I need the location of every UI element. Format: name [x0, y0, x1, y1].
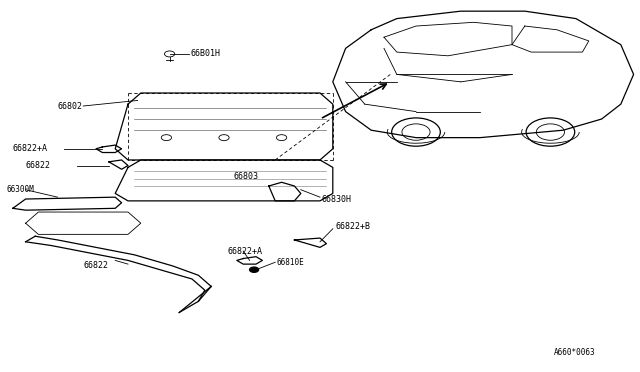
Text: 66830H: 66830H [321, 195, 351, 203]
Text: 66B01H: 66B01H [191, 49, 221, 58]
Text: 66802: 66802 [58, 102, 83, 110]
Text: 66822+B: 66822+B [336, 222, 371, 231]
Text: 66803: 66803 [234, 172, 259, 181]
Text: 66822+A: 66822+A [227, 247, 262, 256]
Text: 66822: 66822 [26, 161, 51, 170]
Text: 66822: 66822 [83, 262, 108, 270]
Text: 66822+A: 66822+A [13, 144, 48, 153]
Circle shape [250, 267, 259, 272]
Text: 66300M: 66300M [6, 185, 34, 194]
Text: A660*0063: A660*0063 [554, 348, 595, 357]
Text: 66810E: 66810E [276, 258, 304, 267]
